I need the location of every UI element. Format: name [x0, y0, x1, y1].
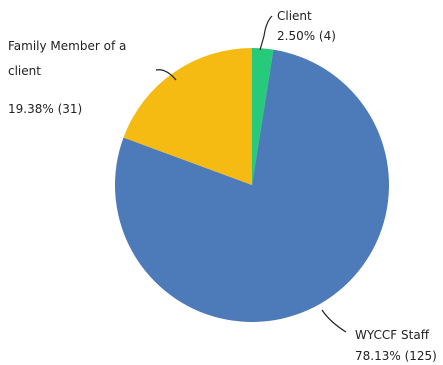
- pie-slice-family-member-of-a-client: [123, 48, 252, 185]
- label-family-name-line1: Family Member of a: [8, 39, 126, 53]
- pie-slice-wyccf-staff: [115, 49, 389, 322]
- leader-line-family: [155, 69, 177, 81]
- leader-line-staff: [321, 309, 347, 333]
- label-client-value: 2.50% (4): [277, 29, 336, 43]
- label-family-name-line2: client: [8, 64, 41, 78]
- leader-line-client: [259, 15, 273, 51]
- leader-lines: [155, 15, 347, 333]
- label-staff-name: WYCCF Staff: [355, 328, 430, 342]
- pie-slices: [115, 48, 389, 322]
- label-client-name: Client: [277, 9, 312, 23]
- label-family-value: 19.38% (31): [8, 102, 82, 116]
- label-staff-value: 78.13% (125): [355, 349, 437, 363]
- pie-slice-client: [252, 48, 274, 185]
